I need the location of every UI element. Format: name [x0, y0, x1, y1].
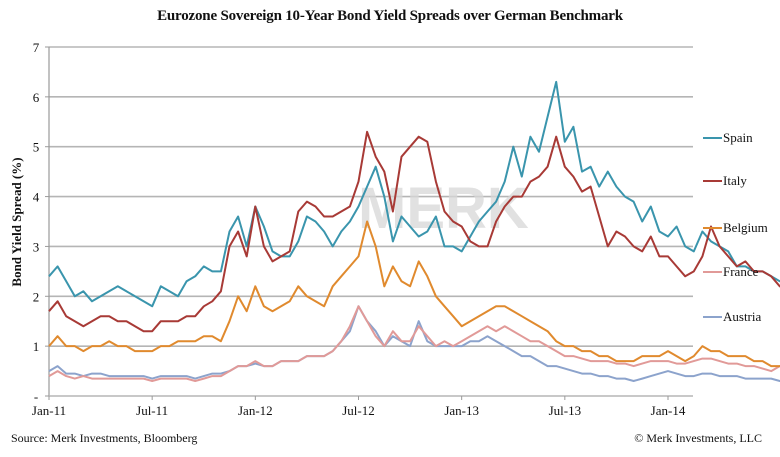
axes	[45, 46, 693, 400]
legend-label: Italy	[723, 173, 747, 188]
y-tick-label: 3	[33, 239, 40, 254]
series-line-belgium	[48, 220, 780, 368]
y-tick-label: 1	[33, 339, 40, 354]
legend-item-spain: Spain	[703, 130, 753, 145]
legend-label: Belgium	[723, 220, 768, 235]
legend-label: France	[723, 264, 759, 279]
x-tick-label: Jan-11	[32, 403, 66, 418]
legend-item-italy: Italy	[703, 173, 747, 188]
y-tick-label: 4	[33, 190, 40, 205]
legend-label: Spain	[723, 130, 753, 145]
x-tick-label: Jan-13	[444, 403, 479, 418]
x-tick-label: Jul-13	[549, 403, 582, 418]
legend-item-france: France	[703, 264, 759, 279]
chart-title: Eurozone Sovereign 10-Year Bond Yield Sp…	[157, 8, 623, 24]
gridlines	[49, 46, 693, 347]
y-tick-label: 5	[33, 140, 40, 155]
x-tick-label: Jul-11	[136, 403, 168, 418]
y-tick-label: 6	[33, 90, 40, 105]
y-tick-label: 7	[33, 40, 40, 55]
legend-item-austria: Austria	[703, 309, 762, 324]
series-line-spain	[48, 80, 780, 308]
x-tick-label: Jul-12	[342, 403, 375, 418]
y-tick-label: -	[34, 389, 38, 404]
legend: Spain Italy Belgium France Austria	[703, 130, 768, 324]
y-axis-title: Bond Yield Spread (%)	[9, 157, 24, 286]
x-tick-label: Jan-12	[238, 403, 273, 418]
legend-item-belgium: Belgium	[703, 220, 768, 235]
series-line-france	[48, 305, 780, 382]
series-line-austria	[48, 305, 780, 382]
tick-labels: - 1 2 3 4 5 6 7 Jan-11 Jul-11 Jan-12 Jul-12 Jan-13 Ju…	[32, 40, 686, 418]
y-tick-label: 2	[33, 289, 40, 304]
series-line-italy	[48, 130, 780, 333]
copyright-note: © Merk Investments, LLC	[634, 431, 762, 445]
series-group	[48, 80, 780, 382]
x-tick-label: Jan-14	[651, 403, 686, 418]
source-note: Source: Merk Investments, Bloomberg	[11, 431, 198, 445]
legend-label: Austria	[723, 309, 762, 324]
